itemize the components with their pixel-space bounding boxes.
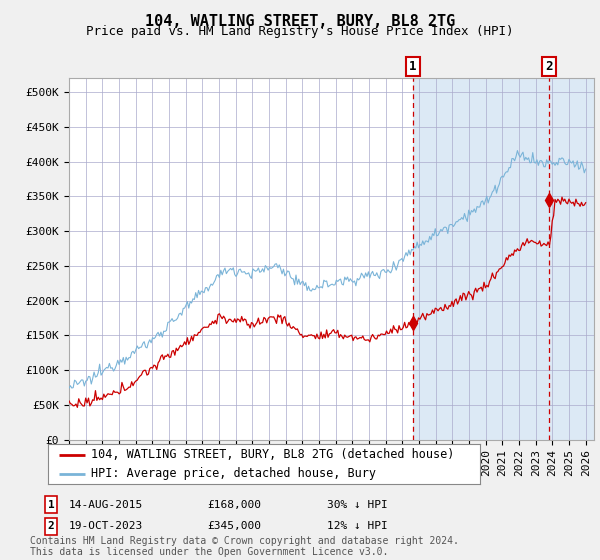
Text: 2: 2 [545, 60, 553, 73]
Text: £168,000: £168,000 [207, 500, 261, 510]
Text: 30% ↓ HPI: 30% ↓ HPI [327, 500, 388, 510]
Text: 12% ↓ HPI: 12% ↓ HPI [327, 521, 388, 531]
Text: HPI: Average price, detached house, Bury: HPI: Average price, detached house, Bury [91, 467, 376, 480]
Text: 104, WATLING STREET, BURY, BL8 2TG (detached house): 104, WATLING STREET, BURY, BL8 2TG (deta… [91, 449, 455, 461]
Text: 1: 1 [47, 500, 55, 510]
Text: £345,000: £345,000 [207, 521, 261, 531]
Text: 2: 2 [47, 521, 55, 531]
Text: Price paid vs. HM Land Registry's House Price Index (HPI): Price paid vs. HM Land Registry's House … [86, 25, 514, 38]
Text: Contains HM Land Registry data © Crown copyright and database right 2024.
This d: Contains HM Land Registry data © Crown c… [30, 535, 459, 557]
Text: 19-OCT-2023: 19-OCT-2023 [69, 521, 143, 531]
Text: 1: 1 [409, 60, 416, 73]
Bar [557, 78, 600, 440]
Bar [413, 78, 594, 440]
Text: 14-AUG-2015: 14-AUG-2015 [69, 500, 143, 510]
Text: 104, WATLING STREET, BURY, BL8 2TG: 104, WATLING STREET, BURY, BL8 2TG [145, 14, 455, 29]
